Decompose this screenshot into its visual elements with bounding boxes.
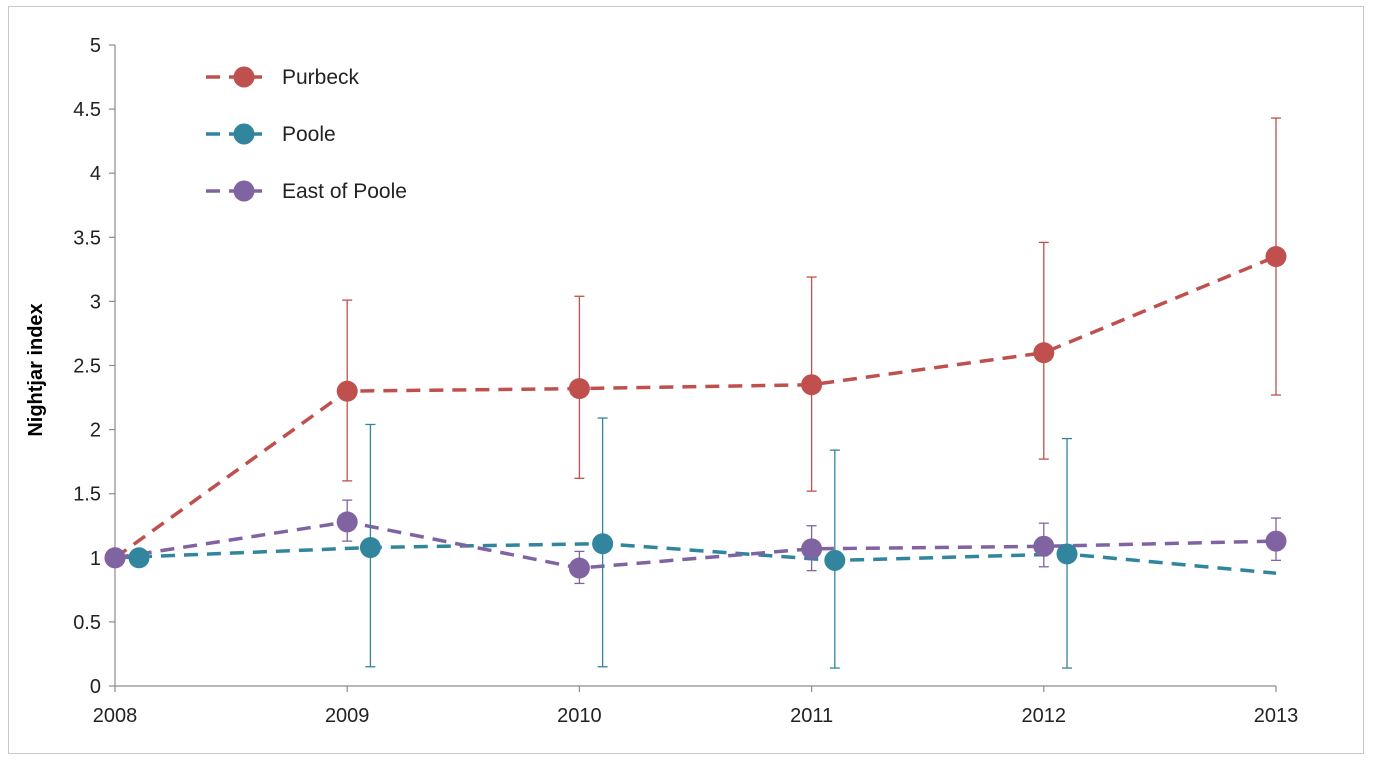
legend-label: Purbeck <box>282 66 360 89</box>
data-point-1 <box>359 537 381 559</box>
legend: Purbeck Poole East of Poole <box>206 66 407 203</box>
x-tick-label: 2011 <box>790 705 833 727</box>
data-point-2 <box>801 538 823 560</box>
y-tick-label: 0.5 <box>73 612 101 634</box>
y-tick-label: 4 <box>90 163 101 185</box>
data-point-0 <box>1033 342 1055 364</box>
data-point-0 <box>1265 246 1287 268</box>
series-line-0 <box>113 254 1277 560</box>
x-tick-label: 2012 <box>1022 705 1067 727</box>
y-tick-label: 1 <box>90 548 101 570</box>
data-point-0 <box>568 378 590 400</box>
data-point-0 <box>801 374 823 396</box>
data-point-2 <box>336 511 358 533</box>
y-tick-label: 2 <box>90 420 101 442</box>
legend-marker-1 <box>233 123 255 145</box>
y-tick-label: 5 <box>90 35 101 57</box>
x-tick-label: 2008 <box>93 705 138 727</box>
plot-area <box>104 117 1287 669</box>
legend-label: East of Poole <box>282 180 407 203</box>
data-point-0 <box>336 380 358 402</box>
legend-label: Poole <box>282 123 336 146</box>
y-tick-label: 2.5 <box>73 356 101 378</box>
x-tick-label: 2010 <box>557 705 602 727</box>
y-tick-label: 3.5 <box>73 227 101 249</box>
data-point-2 <box>1033 535 1055 557</box>
series-line-2 <box>114 520 1277 570</box>
x-tick-label: 2009 <box>325 705 370 727</box>
axes: 0 0.5 1 1.5 2 2.5 3 3.5 4 4.5 5 2008 2009 2010 2011 201… <box>73 35 1298 727</box>
y-tick-label: 1.5 <box>73 484 101 506</box>
legend-marker-2 <box>233 180 255 202</box>
series-line-1 <box>114 541 1277 575</box>
y-tick-label: 0 <box>90 676 101 698</box>
y-axis-title: Nightjar index <box>25 303 47 436</box>
legend-marker-0 <box>233 66 255 88</box>
x-tick-label: 2013 <box>1254 705 1299 727</box>
data-point-2 <box>104 547 126 569</box>
data-point-2 <box>1265 530 1287 552</box>
data-point-1 <box>1056 543 1078 565</box>
chart-frame <box>8 6 1364 754</box>
data-point-1 <box>824 549 846 571</box>
y-tick-label: 4.5 <box>73 99 101 121</box>
data-point-1 <box>128 547 150 569</box>
data-point-2 <box>568 557 590 579</box>
y-tick-label: 3 <box>90 291 101 313</box>
data-point-1 <box>592 533 614 555</box>
